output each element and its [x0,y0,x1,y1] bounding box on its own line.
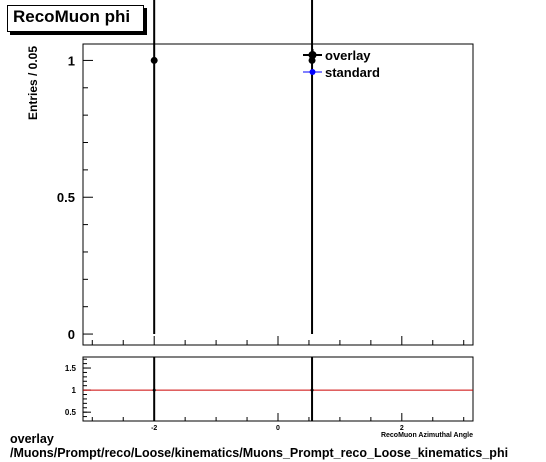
footer-line-2: /Muons/Prompt/reco/Loose/kinematics/Muon… [10,446,509,460]
ratio-x-tick-label: -2 [151,425,157,432]
ratio-y-tick-label: 1.5 [65,364,77,373]
ratio-point [310,388,314,392]
plot-title-box: RecoMuon phi [7,5,144,32]
main-plot-frame [82,43,474,346]
overlay-point [150,56,158,64]
ratio-x-tick-label: 2 [400,425,404,432]
plot-title: RecoMuon phi [13,7,131,26]
ratio-y-tick-label: 1 [72,386,77,395]
y-tick-label: 1 [68,53,75,68]
y-axis-title: Entries / 0.05 [26,46,40,120]
legend-overlay-marker [308,51,317,59]
ratio-y-tick-label: 0.5 [65,408,77,417]
ratio-point [152,388,156,392]
x-axis-title: RecoMuon Azimuthal Angle [381,432,473,439]
ratio-x-tick-label: 0 [276,425,280,432]
legend-standard-label: standard [325,65,380,80]
footer-line-1: overlay [10,432,54,446]
legend-overlay-label: overlay [325,48,371,63]
y-tick-label: 0.5 [57,190,75,205]
legend-standard-marker [309,69,316,75]
y-tick-label: 0 [68,327,75,342]
ratio-plot-frame [82,356,474,422]
